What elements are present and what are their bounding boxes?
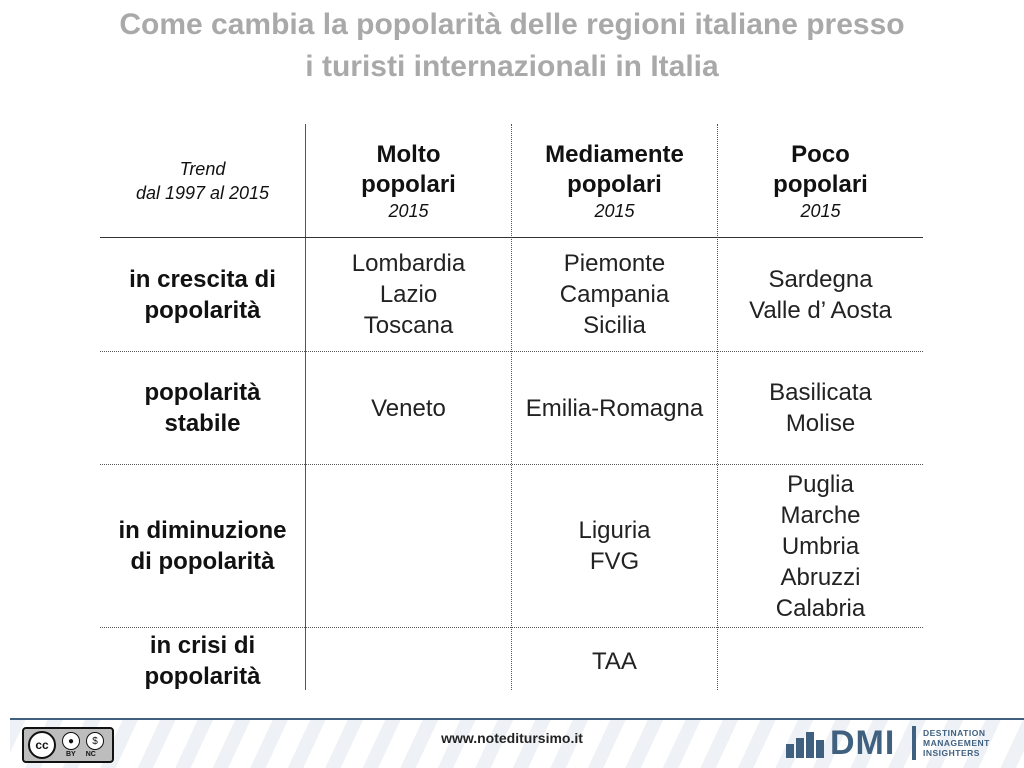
table-cell: [306, 465, 511, 627]
title-line-1: Come cambia la popolarità delle regioni …: [119, 8, 905, 41]
table-cell: Puglia Marche Umbria Abruzzi Calabria: [718, 465, 923, 627]
region-name: Marche: [780, 501, 861, 529]
region-name: TAA: [592, 647, 637, 675]
column-header-line1: Poco: [791, 140, 850, 168]
row-divider: [100, 627, 923, 628]
header-divider: [100, 237, 923, 238]
row-label-line2: popolarità: [144, 663, 261, 690]
region-name: Campania: [559, 281, 670, 308]
region-name: FVG: [589, 548, 640, 575]
region-name: Basilicata: [769, 379, 872, 406]
logo-subtitle: DESTINATION MANAGEMENT INSIGHTERS: [923, 728, 990, 758]
table-cell: Veneto: [306, 352, 511, 464]
cc-icon: cc: [28, 731, 56, 759]
region-name: Molise: [785, 410, 856, 437]
logo-subtitle-line3: INSIGHTERS: [923, 748, 980, 758]
attribution-icon: ●: [62, 732, 80, 750]
region-name: Lazio: [379, 281, 438, 308]
cc-mark: cc: [35, 738, 49, 752]
column-header-molto-popolari: Molto popolari 2015: [306, 124, 511, 237]
cc-conditions: ● $ BY NC: [62, 732, 104, 758]
footer-background: [10, 720, 1024, 768]
row-label-line2: di popolarità: [130, 548, 275, 575]
website-link[interactable]: www.noteditursimo.it: [441, 730, 583, 746]
row-divider: [100, 464, 923, 465]
column-header-year: 2015: [388, 200, 429, 221]
logo-mark: DMI: [830, 724, 896, 762]
region-name: Abruzzi: [780, 563, 861, 591]
table-cell: [718, 628, 923, 694]
row-label-in-crescita: in crescita di popolarità: [100, 238, 305, 351]
region-name: Calabria: [775, 594, 866, 622]
region-name: Umbria: [781, 532, 860, 560]
column-divider: [511, 124, 512, 690]
row-label-line1: popolarità: [144, 379, 261, 406]
column-header-line2: popolari: [361, 170, 456, 198]
row-label-line1: in crescita di: [129, 265, 276, 293]
cc-by-tag: BY: [66, 751, 76, 758]
region-name: Valle d’ Aosta: [749, 296, 892, 324]
region-name: Emilia-Romagna: [525, 394, 704, 422]
label-column-divider: [305, 124, 306, 690]
column-header-line1: Molto: [376, 140, 441, 168]
row-label-in-crisi: in crisi di popolarità: [100, 628, 305, 694]
logo-subtitle-line2: MANAGEMENT: [923, 738, 990, 748]
region-name: Sardegna: [768, 265, 873, 293]
row-label-line2: popolarità: [144, 296, 261, 324]
row-label-line1: in crisi di: [149, 632, 256, 659]
column-header-year: 2015: [594, 200, 635, 221]
row-label-stabile: popolarità stabile: [100, 352, 305, 464]
trend-header: Trend dal 1997 al 2015: [100, 124, 305, 237]
region-name: Puglia: [787, 470, 854, 498]
trend-header-line1: Trend: [179, 158, 226, 179]
page-title: Come cambia la popolarità delle regioni …: [0, 4, 1024, 88]
cc-nc-tag: NC: [85, 751, 96, 758]
row-divider: [100, 351, 923, 352]
table-cell: Emilia-Romagna: [512, 352, 717, 464]
table-cell: Sardegna Valle d’ Aosta: [718, 238, 923, 351]
column-header-poco-popolari: Poco popolari 2015: [718, 124, 923, 237]
column-header-line2: popolari: [773, 170, 868, 198]
column-header-mediamente-popolari: Mediamente popolari 2015: [512, 124, 717, 237]
region-name: Lombardia: [351, 250, 466, 277]
row-label-in-diminuzione: in diminuzione di popolarità: [100, 465, 305, 627]
column-header-line1: Mediamente: [545, 140, 684, 168]
row-label-line1: in diminuzione: [118, 517, 287, 544]
column-header-line2: popolari: [567, 170, 662, 198]
table-cell: Lombardia Lazio Toscana: [306, 238, 511, 351]
region-name: Liguria: [578, 517, 651, 544]
cc-license-badge: cc ● $ BY NC: [22, 727, 114, 763]
region-name: Veneto: [371, 394, 446, 422]
table-cell: Piemonte Campania Sicilia: [512, 238, 717, 351]
region-name: Piemonte: [563, 250, 666, 277]
table-cell: Liguria FVG: [512, 465, 717, 627]
column-divider: [717, 124, 718, 690]
title-line-2: i turisti internazionali in Italia: [305, 50, 719, 83]
bar-chart-icon: [786, 732, 826, 758]
row-label-line2: stabile: [164, 410, 241, 437]
table-cell: Basilicata Molise: [718, 352, 923, 464]
non-commercial-icon: $: [86, 732, 104, 750]
logo-separator: [912, 726, 916, 760]
table-cell: TAA: [512, 628, 717, 694]
logo-subtitle-line1: DESTINATION: [923, 728, 986, 738]
column-header-year: 2015: [800, 200, 841, 221]
region-name: Toscana: [363, 312, 454, 339]
table-cell: [306, 628, 511, 694]
region-name: Sicilia: [583, 312, 646, 339]
footer-divider: [10, 718, 1024, 720]
dmi-logo: DMI DESTINATION MANAGEMENT INSIGHTERS: [786, 724, 1016, 762]
trend-header-line2: dal 1997 al 2015: [135, 182, 270, 203]
